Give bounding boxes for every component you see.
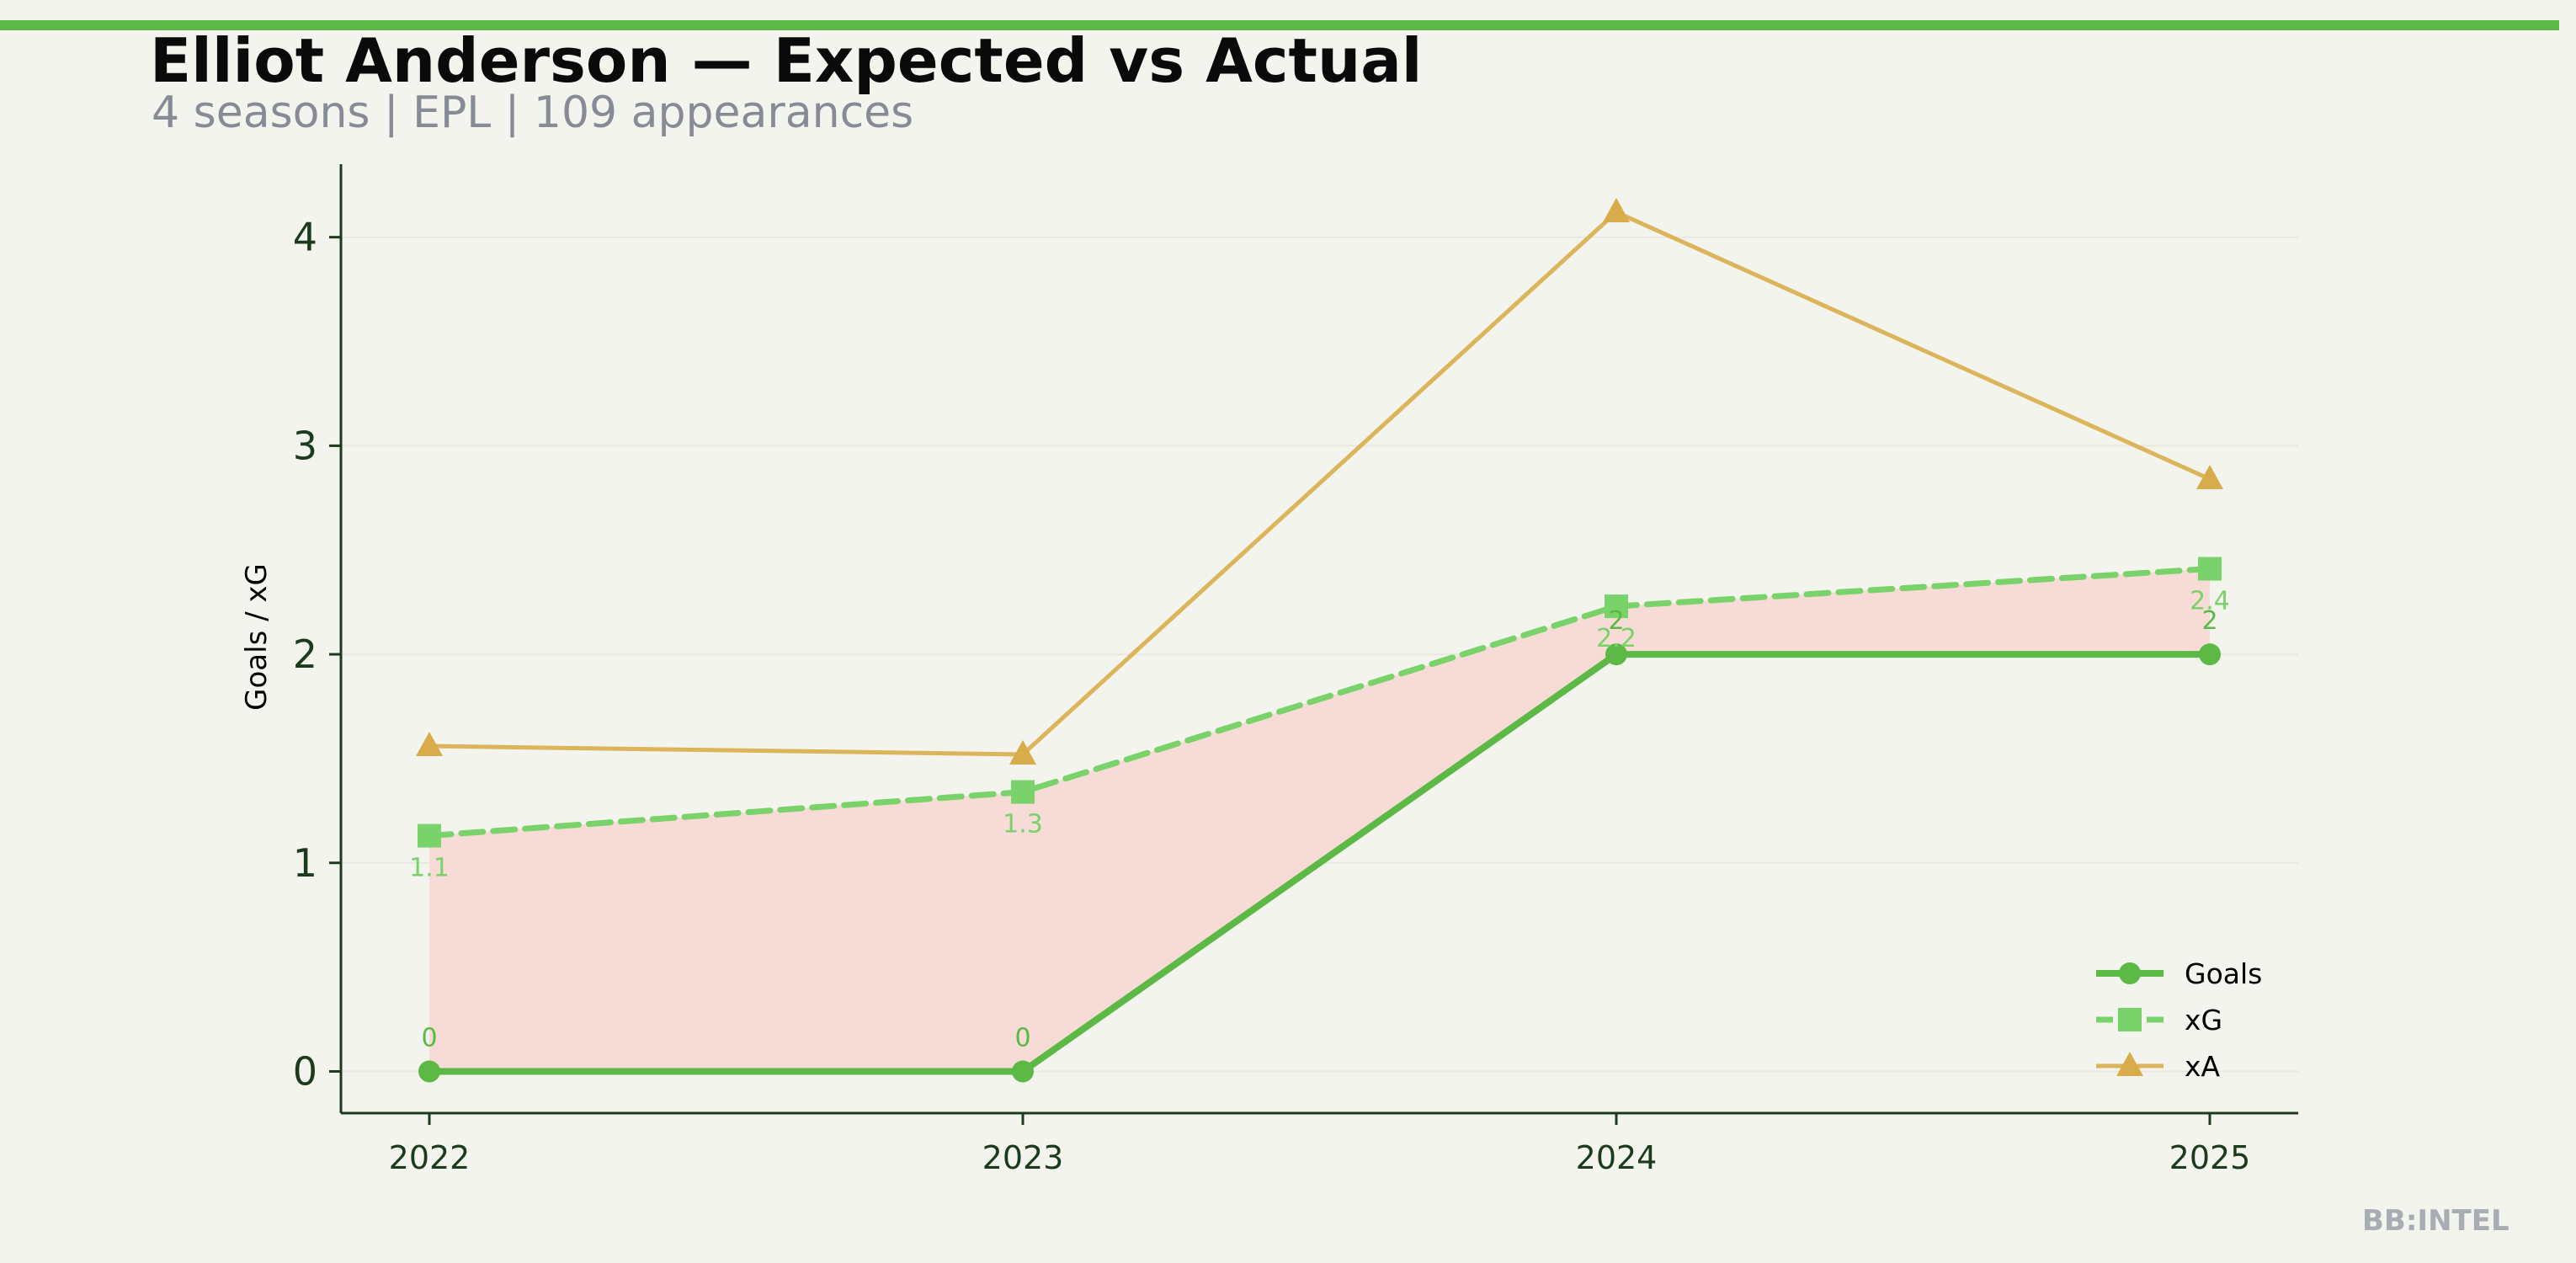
legend-label-goals: Goals (2185, 957, 2262, 990)
legend-label-xg: xG (2185, 1004, 2222, 1037)
xg-data-label: 2.4 (2190, 587, 2230, 616)
goals-xg-gap-area (429, 568, 2210, 1072)
y-tick-label: 1 (293, 840, 317, 886)
data-labels: 0 0 2 2 1.1 1.3 2.2 2.4 (409, 587, 2230, 1053)
y-tick-label: 0 (293, 1048, 317, 1094)
chart-title: Elliot Anderson — Expected vs Actual (150, 25, 1423, 96)
y-tick-label: 4 (293, 215, 317, 260)
xg-data-label: 1.3 (1003, 810, 1043, 839)
watermark: BB:INTEL (2362, 1204, 2509, 1238)
series-line-xa (427, 210, 2212, 757)
y-axis-title: Goals / xG (240, 563, 274, 711)
x-tick-label: 2023 (982, 1139, 1064, 1176)
xg-data-label: 1.1 (409, 854, 450, 883)
goals-data-label: 2 (2201, 606, 2217, 636)
y-tick-label: 2 (293, 632, 317, 677)
series-line-xg (426, 566, 2213, 839)
marker-xa (1009, 739, 1036, 765)
x-tick-label: 2025 (2169, 1139, 2251, 1176)
goals-data-label: 2 (1608, 606, 1624, 636)
legend-marker-xa (2116, 1052, 2143, 1076)
series-line-goals (426, 651, 2213, 1075)
goals-data-label: 0 (421, 1023, 437, 1052)
marker-goals (1605, 643, 1627, 666)
goals-data-label: 0 (1014, 1023, 1030, 1052)
legend: Goals xG xA (2096, 957, 2262, 1083)
legend-label-xa: xA (2185, 1050, 2221, 1083)
marker-xa (416, 732, 443, 757)
y-tick-label: 3 (293, 423, 317, 468)
marker-xg (418, 823, 441, 848)
marker-goals (2199, 643, 2221, 666)
series-markers (416, 197, 2223, 1083)
xg-data-label: 2.2 (1596, 624, 1637, 653)
legend-marker-goals (2119, 962, 2141, 984)
x-tick-label: 2022 (389, 1139, 471, 1176)
marker-xg (2198, 557, 2222, 581)
axes: 0 1 2 3 4 2022 2023 2024 2025 Goals / xG (240, 164, 2298, 1176)
marker-goals (418, 1060, 440, 1083)
series-lines (426, 210, 2213, 1075)
marker-xa (2196, 465, 2223, 490)
marker-xg (1011, 780, 1035, 804)
chart-subtitle: 4 seasons | EPL | 109 appearances (152, 88, 914, 138)
marker-goals (1012, 1060, 1034, 1083)
marker-xg (1605, 594, 1628, 619)
marker-xa (1603, 197, 1630, 222)
accent-bar (0, 20, 2559, 30)
fill-area (429, 568, 2210, 1072)
legend-marker-xg (2118, 1008, 2142, 1031)
x-tick-label: 2024 (1576, 1139, 1658, 1176)
